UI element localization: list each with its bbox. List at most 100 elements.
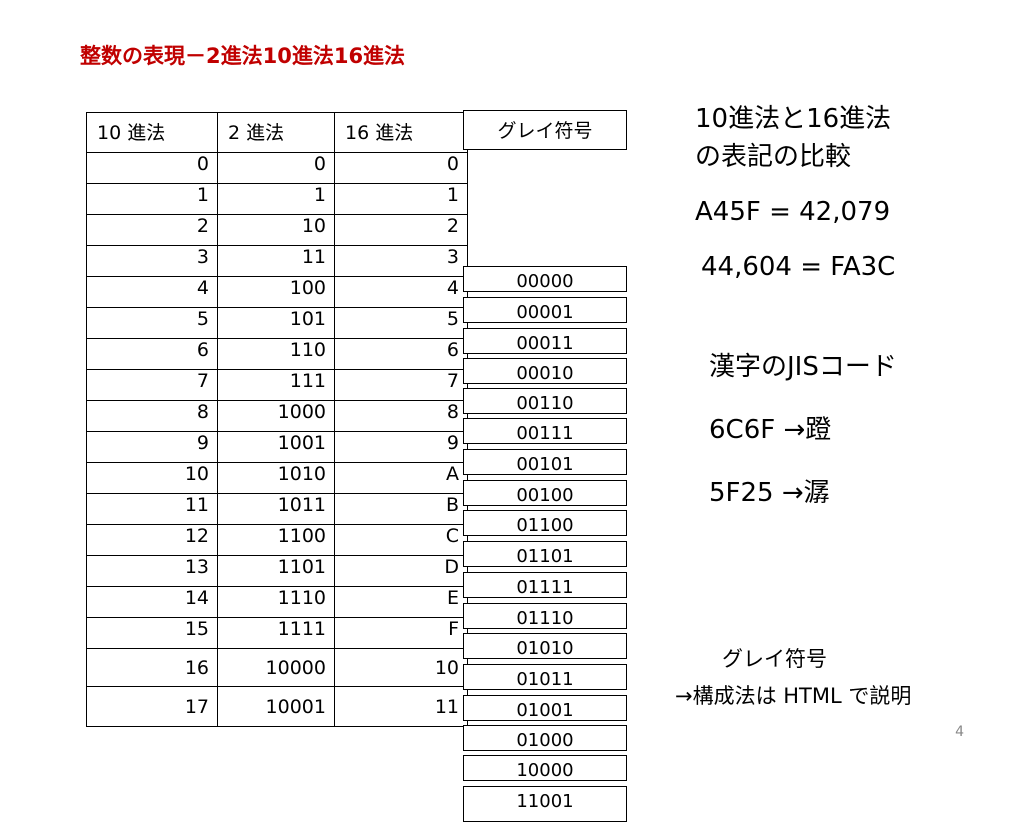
cell-decimal: 6: [86, 338, 218, 370]
cell-decimal: 11: [86, 493, 218, 525]
comparison-heading-line2: の表記の比較: [695, 142, 852, 172]
cell-hex: E: [334, 586, 468, 618]
cell-hex: 1: [334, 183, 468, 215]
jis-example-2: 5F25 →潺: [709, 478, 830, 508]
cell-binary: 110: [217, 338, 335, 370]
cell-decimal: 8: [86, 400, 218, 432]
cell-binary: 1110: [217, 586, 335, 618]
gray-code-cell: 00010: [463, 358, 627, 384]
gray-code-cell: 00101: [463, 449, 627, 475]
cell-hex: 6: [334, 338, 468, 370]
jis-example-1: 6C6F →蹬: [709, 415, 832, 445]
cell-decimal: 7: [86, 369, 218, 401]
cell-decimal: 12: [86, 524, 218, 556]
comparison-heading-line1: 10進法と16進法: [695, 104, 892, 134]
table-row: 9 1001 9: [86, 431, 468, 463]
dec-to-hex-example: 44,604 = FA3C: [701, 252, 896, 282]
cell-decimal: 0: [86, 152, 218, 184]
cell-hex: 11: [334, 686, 468, 727]
gray-code-column: グレイ符号 00000 00001 00011 00010 00110 0011…: [463, 110, 627, 822]
cell-decimal: 10: [86, 462, 218, 494]
cell-decimal: 9: [86, 431, 218, 463]
cell-binary: 1000: [217, 400, 335, 432]
header-decimal: 10 進法: [86, 112, 218, 153]
cell-decimal: 14: [86, 586, 218, 618]
cell-binary: 1001: [217, 431, 335, 463]
cell-binary: 10000: [217, 648, 335, 687]
table-row: 3 11 3: [86, 245, 468, 277]
table-row: 15 1111 F: [86, 617, 468, 649]
gray-code-cell: 01001: [463, 695, 627, 721]
cell-binary: 1011: [217, 493, 335, 525]
header-binary: 2 進法: [217, 112, 335, 153]
table-row: 2 10 2: [86, 214, 468, 246]
gray-code-cell: 01101: [463, 541, 627, 567]
cell-decimal: 3: [86, 245, 218, 277]
gray-code-cell: 00110: [463, 388, 627, 414]
jis-heading: 漢字のJISコード: [709, 352, 897, 382]
cell-hex: 9: [334, 431, 468, 463]
cell-decimal: 13: [86, 555, 218, 587]
gray-note-line1: グレイ符号: [722, 647, 827, 671]
gray-code-cell: 01011: [463, 664, 627, 690]
cell-binary: 1: [217, 183, 335, 215]
gray-code-cell: 01111: [463, 572, 627, 598]
hex-to-dec-example: A45F = 42,079: [695, 197, 891, 227]
cell-binary: 1111: [217, 617, 335, 649]
table-row: 7 111 7: [86, 369, 468, 401]
cell-binary: 1101: [217, 555, 335, 587]
cell-hex: 4: [334, 276, 468, 308]
gray-code-cell: 00100: [463, 480, 627, 506]
table-row: 12 1100 C: [86, 524, 468, 556]
header-hex: 16 進法: [334, 112, 468, 153]
cell-binary: 10001: [217, 686, 335, 727]
cell-binary: 101: [217, 307, 335, 339]
cell-hex: F: [334, 617, 468, 649]
gray-code-cell: 01010: [463, 633, 627, 659]
cell-hex: 8: [334, 400, 468, 432]
cell-binary: 111: [217, 369, 335, 401]
table-row: 17 10001 11: [86, 686, 468, 727]
gray-code-cell: 10000: [463, 755, 627, 781]
cell-decimal: 1: [86, 183, 218, 215]
cell-hex: D: [334, 555, 468, 587]
cell-hex: 3: [334, 245, 468, 277]
gray-code-cell: 11001: [463, 786, 627, 822]
cell-hex: 7: [334, 369, 468, 401]
table-row: 6 110 6: [86, 338, 468, 370]
gray-code-cell: 00011: [463, 328, 627, 354]
gray-code-cell: 01110: [463, 603, 627, 629]
cell-decimal: 2: [86, 214, 218, 246]
gray-code-cell: 00111: [463, 418, 627, 444]
table-row: 5 101 5: [86, 307, 468, 339]
cell-decimal: 15: [86, 617, 218, 649]
table-header-row: 10 進法 2 進法 16 進法: [86, 112, 468, 153]
gray-code-header: グレイ符号: [463, 110, 627, 150]
gray-note-line2: →構成法は HTML で説明: [675, 684, 912, 708]
cell-hex: B: [334, 493, 468, 525]
table-row: 13 1101 D: [86, 555, 468, 587]
table-row: 8 1000 8: [86, 400, 468, 432]
cell-hex: 10: [334, 648, 468, 687]
table-row: 4 100 4: [86, 276, 468, 308]
cell-hex: C: [334, 524, 468, 556]
table-row: 11 1011 B: [86, 493, 468, 525]
cell-decimal: 5: [86, 307, 218, 339]
gray-code-cell: 01000: [463, 725, 627, 751]
table-row: 14 1110 E: [86, 586, 468, 618]
cell-binary: 1100: [217, 524, 335, 556]
cell-decimal: 17: [86, 686, 218, 727]
cell-binary: 10: [217, 214, 335, 246]
table-row: 10 1010 A: [86, 462, 468, 494]
cell-binary: 100: [217, 276, 335, 308]
cell-hex: 0: [334, 152, 468, 184]
slide-title: 整数の表現－2進法10進法16進法: [80, 44, 406, 68]
cell-decimal: 16: [86, 648, 218, 687]
table-row: 16 10000 10: [86, 648, 468, 687]
cell-hex: 2: [334, 214, 468, 246]
cell-binary: 1010: [217, 462, 335, 494]
gray-code-cell: 00000: [463, 266, 627, 292]
